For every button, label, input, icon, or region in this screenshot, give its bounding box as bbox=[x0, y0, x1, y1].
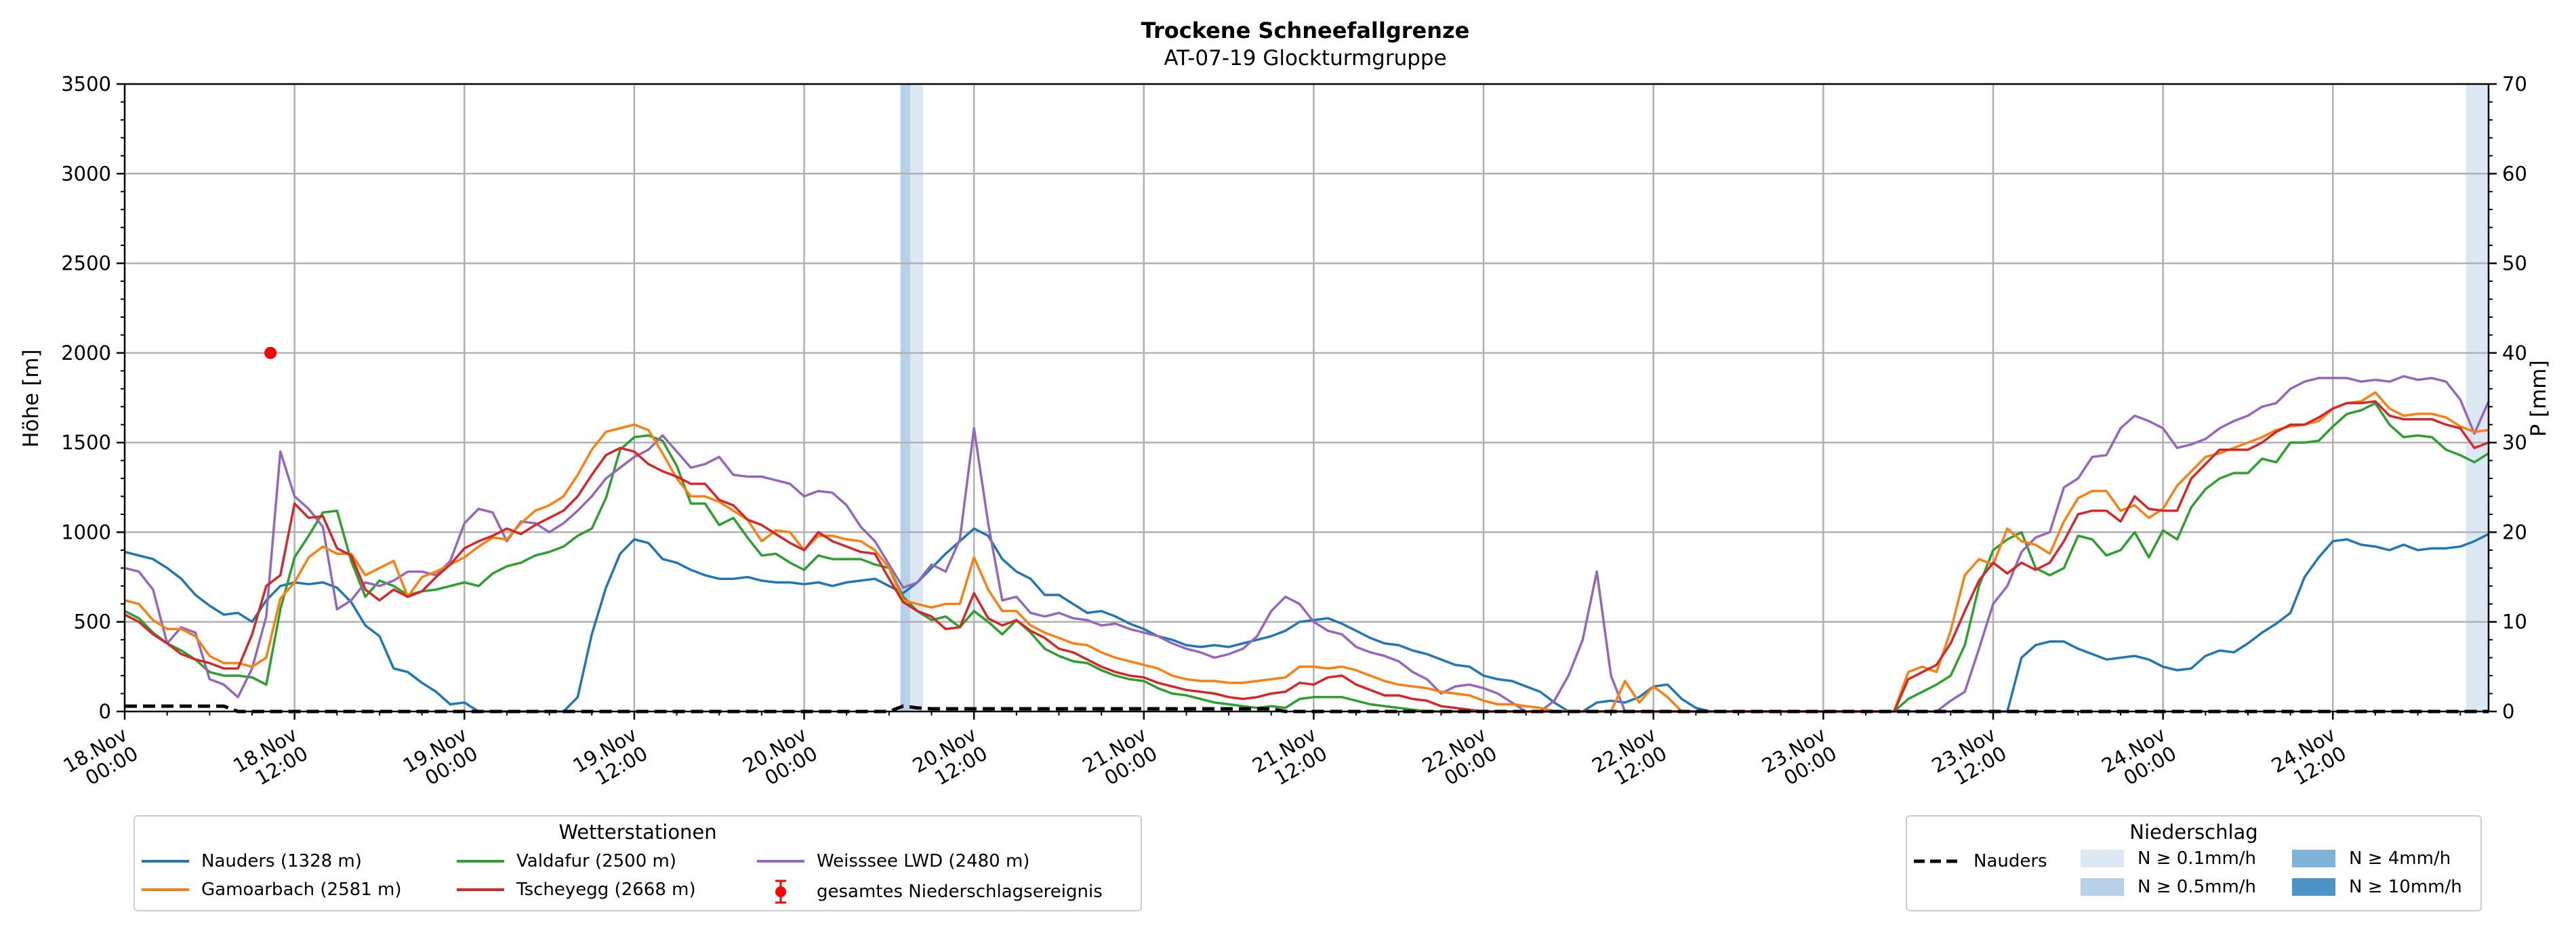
y-tick-label-6: 3000 bbox=[61, 162, 111, 185]
series-line-valdafur bbox=[124, 402, 2489, 713]
x-ticks: 18.Nov00:00 18.Nov12:00 19.Nov00:00 19.Nov1… bbox=[60, 711, 2461, 797]
legend-label: Tscheyegg (2668 m) bbox=[516, 880, 696, 900]
x-tick-label-3: 19.Nov12:00 bbox=[569, 723, 651, 797]
x-tick-label-7: 21.Nov12:00 bbox=[1248, 723, 1331, 797]
y-tick-label-0: 0 bbox=[99, 700, 111, 723]
legend-item-n10: N ≥ 10mm/h bbox=[2292, 877, 2462, 897]
legend-precip: Niederschlag Nauders N ≥ 0.1mm/h N ≥ 0.5… bbox=[1906, 815, 2482, 911]
y-tick-label-2: 1000 bbox=[61, 520, 111, 543]
legend-swatch bbox=[2081, 850, 2124, 867]
y-tick-label-7: 3500 bbox=[61, 73, 111, 96]
legend-label: Nauders bbox=[1974, 851, 2047, 871]
legend-label: Weisssee LWD (2480 m) bbox=[817, 851, 1030, 871]
precip-band-2 bbox=[2466, 84, 2489, 711]
legend-item-weisssee: Weisssee LWD (2480 m) bbox=[757, 851, 1029, 871]
y2-tick-label-7: 70 bbox=[2502, 73, 2527, 96]
legend-item-n4: N ≥ 4mm/h bbox=[2292, 848, 2451, 869]
legend-label: gesamtes Niederschlagsereignis bbox=[817, 882, 1103, 902]
y-axis-label: Höhe [m] bbox=[19, 349, 43, 447]
x-tick-label-2: 19.Nov00:00 bbox=[399, 723, 482, 797]
event-marker-icon bbox=[775, 880, 786, 904]
legend-label: Valdafur (2500 m) bbox=[516, 851, 676, 871]
y2-tick-label-5: 50 bbox=[2502, 252, 2527, 275]
y2-axis-label: P [mm] bbox=[2527, 360, 2551, 436]
legend-item-event: gesamtes Niederschlagsereignis bbox=[757, 880, 1103, 904]
precip-line-nauders bbox=[125, 704, 2489, 714]
legend-item-nauders: Nauders (1328 m) bbox=[142, 851, 362, 871]
chart-subtitle: AT-07-19 Glockturmgruppe bbox=[1164, 46, 1446, 70]
legend-swatch bbox=[2081, 878, 2124, 896]
series-line-nauders bbox=[124, 527, 2489, 713]
legend-swatch bbox=[457, 860, 504, 863]
legend-label: N ≥ 0.5mm/h bbox=[2138, 877, 2257, 897]
y-tick-label-1: 500 bbox=[74, 611, 111, 634]
precip-band-1 bbox=[910, 84, 923, 711]
x-tick-label-9: 22.Nov12:00 bbox=[1588, 723, 1671, 797]
series-line-gamoarbach bbox=[124, 391, 2489, 713]
legend-item-tscheyegg: Tscheyegg (2668 m) bbox=[457, 880, 696, 900]
legend-item-n01: N ≥ 0.1mm/h bbox=[2081, 848, 2256, 869]
y2-ticks: 0 10 20 30 40 50 60 70 bbox=[2489, 73, 2527, 723]
axes bbox=[123, 83, 2490, 713]
x-tick-label-0: 18.Nov00:00 bbox=[60, 723, 142, 797]
y-ticks: 0 500 1000 1500 2000 2500 3000 3500 bbox=[61, 73, 125, 723]
y2-tick-label-4: 40 bbox=[2502, 342, 2527, 365]
legend-item-precip-nauders: Nauders bbox=[1914, 851, 2047, 871]
y-tick-label-3: 1500 bbox=[61, 431, 111, 454]
y2-tick-label-0: 0 bbox=[2502, 700, 2514, 723]
legend-swatch bbox=[457, 888, 504, 891]
y2-tick-label-6: 60 bbox=[2502, 162, 2527, 185]
chart-title: Trockene Schneefallgrenze bbox=[1141, 18, 1470, 43]
x-tick-label-13: 24.Nov12:00 bbox=[2268, 723, 2350, 797]
legend-label: N ≥ 4mm/h bbox=[2349, 848, 2451, 869]
grid-lines bbox=[125, 84, 2489, 711]
series-line-weisssee bbox=[124, 375, 2490, 713]
y-tick-label-4: 2000 bbox=[61, 342, 111, 365]
y2-tick-label-2: 20 bbox=[2502, 520, 2527, 543]
precip-bands bbox=[900, 84, 2489, 711]
x-tick-label-5: 20.Nov12:00 bbox=[909, 723, 991, 797]
x-tick-label-4: 20.Nov00:00 bbox=[739, 723, 821, 797]
legend-item-gamoarbach: Gamoarbach (2581 m) bbox=[142, 880, 401, 900]
x-tick-label-10: 23.Nov00:00 bbox=[1758, 723, 1841, 797]
x-tick-label-12: 24.Nov00:00 bbox=[2098, 723, 2180, 797]
x-tick-label-6: 21.Nov00:00 bbox=[1078, 723, 1161, 797]
legend-swatch bbox=[142, 888, 189, 891]
plot-frame bbox=[123, 83, 2490, 713]
series-lines bbox=[124, 346, 2490, 714]
legend-stations: Wetterstationen Nauders (1328 m) Gamoarb… bbox=[134, 815, 1142, 911]
legend-swatch bbox=[2292, 850, 2335, 867]
y2-tick-label-1: 10 bbox=[2502, 611, 2527, 634]
precip-band-0 bbox=[900, 84, 911, 711]
legend-swatch bbox=[757, 860, 804, 863]
x-tick-label-8: 22.Nov00:00 bbox=[1418, 723, 1501, 797]
y2-tick-label-3: 30 bbox=[2502, 431, 2527, 454]
legend-label: N ≥ 0.1mm/h bbox=[2138, 848, 2257, 869]
y-tick-label-5: 2500 bbox=[61, 252, 111, 275]
legend-label: Nauders (1328 m) bbox=[201, 851, 362, 871]
legend-stations-title: Wetterstationen bbox=[558, 821, 717, 844]
legend-swatch bbox=[2292, 878, 2335, 896]
x-tick-label-1: 18.Nov12:00 bbox=[229, 723, 312, 797]
legend-item-n05: N ≥ 0.5mm/h bbox=[2081, 877, 2256, 897]
legend-item-valdafur: Valdafur (2500 m) bbox=[457, 851, 676, 871]
dashed-line-icon bbox=[1914, 859, 1961, 863]
x-tick-label-11: 23.Nov12:00 bbox=[1928, 723, 2011, 797]
legend-swatch bbox=[142, 860, 189, 863]
legend-label: N ≥ 10mm/h bbox=[2349, 877, 2462, 897]
legend-precip-title: Niederschlag bbox=[2129, 821, 2258, 844]
legend-label: Gamoarbach (2581 m) bbox=[201, 880, 402, 900]
series-line-tscheyegg bbox=[124, 400, 2489, 713]
